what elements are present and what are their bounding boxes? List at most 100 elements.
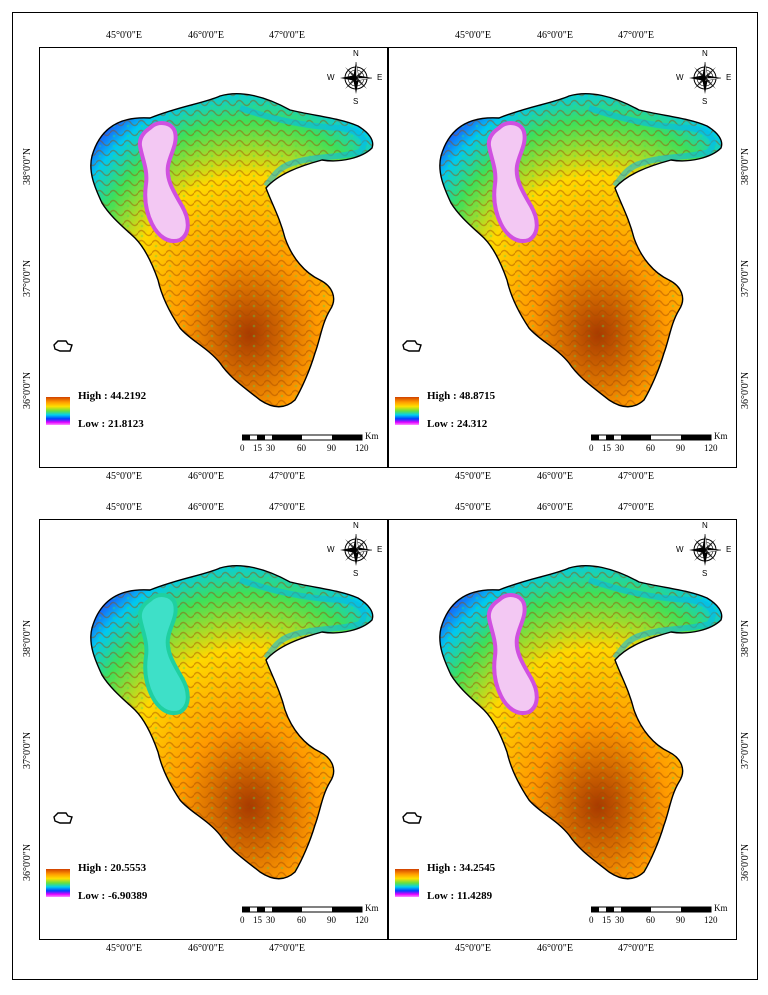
compass-w: W	[327, 545, 335, 554]
compass-e: E	[726, 73, 732, 82]
lon-label-top: 45°0'0"E	[455, 502, 491, 513]
compass-n: N	[353, 49, 359, 58]
map-raster	[90, 565, 374, 880]
scale-tick: 30	[266, 915, 275, 925]
lon-label-bottom: 46°0'0"E	[188, 471, 224, 482]
scale-tick: 0	[240, 915, 245, 925]
color-ramp	[46, 869, 70, 897]
lat-label: 37°0'0"N	[740, 259, 751, 297]
lon-label-bottom: 46°0'0"E	[537, 943, 573, 954]
map-panel-aban: N S E W راهنما حوضه دریاچه ارومیه میانگی…	[39, 519, 388, 940]
scale-unit: Km	[365, 431, 379, 441]
map-raster	[439, 93, 723, 408]
scale-tick: 60	[297, 915, 306, 925]
lon-label-bottom: 45°0'0"E	[455, 943, 491, 954]
lon-label-bottom: 45°0'0"E	[106, 943, 142, 954]
scale-tick: 0	[240, 443, 245, 453]
lon-label-bottom: 46°0'0"E	[188, 943, 224, 954]
compass-w: W	[676, 545, 684, 554]
compass-n: N	[702, 521, 708, 530]
basin-outline-icon	[402, 812, 422, 824]
legend-high: High : 44.2192	[78, 390, 147, 402]
scale-tick: 120	[355, 443, 369, 453]
lat-label: 37°0'0"N	[22, 259, 33, 297]
scale-tick: 90	[676, 443, 685, 453]
scale-tick: 90	[327, 915, 336, 925]
scale-unit: Km	[714, 903, 728, 913]
lon-label-top: 47°0'0"E	[269, 30, 305, 41]
scale-tick: 15	[602, 915, 611, 925]
lat-label: 38°0'0"N	[740, 147, 751, 185]
scale-tick: 60	[646, 915, 655, 925]
north-arrow-icon: N S E W	[327, 49, 382, 106]
lon-label-bottom: 45°0'0"E	[106, 471, 142, 482]
lon-label-top: 46°0'0"E	[537, 502, 573, 513]
north-arrow-icon: N S E W	[676, 49, 731, 106]
scale-tick: 0	[589, 915, 594, 925]
scale-tick: 30	[615, 915, 624, 925]
scale-tick: 0	[589, 443, 594, 453]
legend-high: High : 20.5553	[78, 862, 147, 874]
lat-label: 38°0'0"N	[22, 619, 33, 657]
scale-unit: Km	[365, 903, 379, 913]
scale-tick: 60	[646, 443, 655, 453]
basin-outline-icon	[53, 812, 73, 824]
scale-tick: 90	[327, 443, 336, 453]
map-raster	[439, 565, 723, 880]
scale-tick: 30	[615, 443, 624, 453]
lon-label-bottom: 47°0'0"E	[269, 471, 305, 482]
lon-label-bottom: 47°0'0"E	[618, 471, 654, 482]
color-ramp	[46, 397, 70, 425]
lat-label: 37°0'0"N	[22, 731, 33, 769]
compass-w: W	[327, 73, 335, 82]
compass-w: W	[676, 73, 684, 82]
legend-low: Low : 21.8123	[78, 418, 144, 430]
lon-label-top: 47°0'0"E	[269, 502, 305, 513]
lon-label-top: 46°0'0"E	[188, 502, 224, 513]
basin-outline-icon	[402, 340, 422, 352]
color-ramp	[395, 869, 419, 897]
lon-label-top: 45°0'0"E	[455, 30, 491, 41]
lon-label-bottom: 47°0'0"E	[269, 943, 305, 954]
scale-tick: 120	[704, 915, 718, 925]
north-arrow-icon: N S E W	[676, 521, 731, 578]
lat-label: 36°0'0"N	[740, 371, 751, 409]
legend-low: Low : 24.312	[427, 418, 488, 430]
compass-e: E	[726, 545, 732, 554]
scale-tick: 15	[253, 915, 262, 925]
compass-s: S	[353, 97, 359, 106]
compass-s: S	[702, 569, 708, 578]
legend-high: High : 48.8715	[427, 390, 496, 402]
lat-label: 36°0'0"N	[740, 843, 751, 881]
scale-unit: Km	[714, 431, 728, 441]
compass-s: S	[702, 97, 708, 106]
color-ramp	[395, 397, 419, 425]
lat-label: 37°0'0"N	[740, 731, 751, 769]
compass-n: N	[353, 521, 359, 530]
lat-label: 38°0'0"N	[740, 619, 751, 657]
lon-label-top: 46°0'0"E	[537, 30, 573, 41]
scale-tick: 120	[704, 443, 718, 453]
lat-label: 38°0'0"N	[22, 147, 33, 185]
compass-e: E	[377, 73, 383, 82]
lat-label: 36°0'0"N	[22, 371, 33, 409]
scale-tick: 15	[253, 443, 262, 453]
compass-e: E	[377, 545, 383, 554]
north-arrow-icon: N S E W	[327, 521, 382, 578]
compass-n: N	[702, 49, 708, 58]
scale-tick: 30	[266, 443, 275, 453]
lon-label-top: 46°0'0"E	[188, 30, 224, 41]
lon-label-bottom: 47°0'0"E	[618, 943, 654, 954]
map-panel-mehr: N S E W راهنما حوضه دریاچه ارومیه میانگی…	[388, 519, 737, 940]
map-panel-shahrivar: N S E W راهنما حوضه دریاچه ارومیه میانگی…	[39, 47, 388, 468]
map-raster	[90, 93, 374, 408]
figure-frame	[12, 12, 758, 980]
scale-tick: 60	[297, 443, 306, 453]
lon-label-top: 45°0'0"E	[106, 502, 142, 513]
map-panel-mordad: N S E W راهنما حوضه دریاچه ارومیه میانگی…	[388, 47, 737, 468]
lon-label-top: 47°0'0"E	[618, 30, 654, 41]
lon-label-bottom: 46°0'0"E	[537, 471, 573, 482]
compass-s: S	[353, 569, 359, 578]
legend-low: Low : -6.90389	[78, 890, 148, 902]
lon-label-top: 47°0'0"E	[618, 502, 654, 513]
